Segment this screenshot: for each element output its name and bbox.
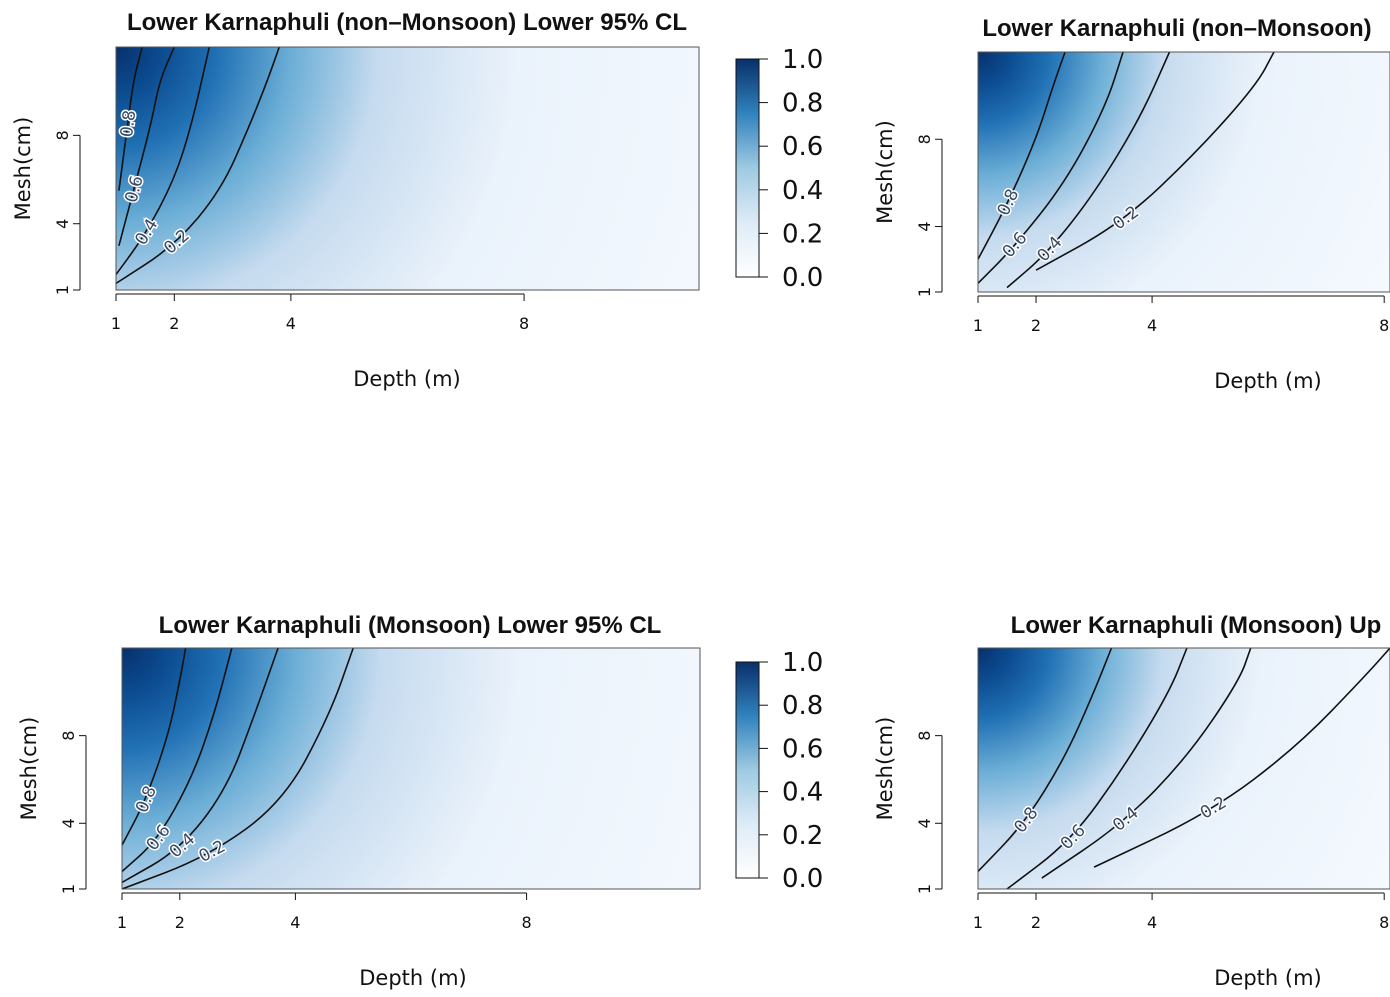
colorbar-label: 0.2 (782, 821, 823, 851)
plot-frame (977, 647, 1390, 890)
contour-line-0.4 (121, 647, 279, 884)
contour-line-0.6 (118, 46, 176, 247)
x-tick-label: 1 (117, 913, 127, 932)
x-tick-label: 8 (1379, 316, 1389, 335)
x-axis-title: Depth (m) (359, 966, 466, 990)
x-axis-title: Depth (m) (1214, 966, 1321, 990)
colorbar: 1.0 0.8 0.6 0.4 0.2 0.0 (735, 648, 823, 894)
x-tick-label: 8 (522, 913, 532, 932)
x-tick-label: 2 (1031, 316, 1041, 335)
colorbar-gradient (735, 58, 760, 278)
y-axis-title: Mesh(cm) (873, 120, 897, 224)
contour-line-0.6 (977, 51, 1124, 284)
x-tick-label: 1 (111, 314, 121, 333)
contour-line-0.6 (1006, 647, 1188, 890)
colorbar-label: 1.0 (782, 648, 823, 678)
plot-frame (121, 647, 701, 890)
contour-line-0.4 (1006, 51, 1171, 289)
colorbar-label: 0.6 (782, 734, 823, 764)
contour-line-0.2 (1093, 647, 1390, 868)
y-tick-label: 8 (53, 130, 72, 140)
contour-line-0.8 (977, 51, 1066, 260)
y-tick-label: 4 (59, 818, 78, 828)
contour-line-0.8 (118, 46, 144, 191)
contour-line-0.2 (115, 46, 280, 285)
x-tick-label: 4 (286, 314, 296, 333)
contour-label: 0.8 (117, 109, 140, 138)
heatmap-fill (122, 648, 700, 889)
contour-line-0.6 (121, 647, 233, 873)
x-tick-label: 1 (973, 316, 983, 335)
colorbar-gradient (735, 661, 760, 879)
chart-title: Lower Karnaphuli (Monsoon) Up (1011, 612, 1382, 639)
colorbar: 1.0 0.8 0.6 0.4 0.2 0.0 (735, 45, 823, 293)
chart-panel-3: 0.8 0.6 0.4 0.2 1 2 4 8 Depth (m) 1 4 8 Mesh(cm) Lowe… (17, 612, 823, 990)
y-tick-label: 1 (59, 884, 78, 894)
x-tick-label: 2 (175, 913, 185, 932)
colorbar-label: 0.6 (782, 132, 823, 162)
x-tick-label: 4 (1147, 913, 1157, 932)
x-tick-label: 8 (519, 314, 529, 333)
y-tick-label: 1 (915, 287, 934, 297)
chart-title: Lower Karnaphuli (non–Monsoon) (982, 15, 1371, 42)
plot-frame (115, 46, 700, 291)
contour-line-0.2 (1035, 51, 1275, 271)
y-tick-label: 4 (53, 219, 72, 229)
chart-title: Lower Karnaphuli (non–Monsoon) Lower 95%… (127, 9, 687, 36)
x-tick-label: 1 (973, 913, 983, 932)
x-tick-label: 4 (290, 913, 300, 932)
colorbar-label: 0.8 (782, 691, 823, 721)
colorbar-label: 0.4 (782, 778, 823, 808)
y-tick-label: 8 (59, 731, 78, 741)
colorbar-label: 1.0 (782, 45, 823, 75)
x-tick-label: 2 (169, 314, 179, 333)
contour-line-0.8 (121, 647, 187, 846)
contour-line-0.4 (1041, 647, 1252, 879)
colorbar-label: 0.2 (782, 219, 823, 249)
x-tick-label: 4 (1147, 316, 1157, 335)
y-tick-label: 4 (915, 221, 934, 231)
heatmap-fill (116, 47, 699, 290)
y-tick-label: 8 (915, 731, 934, 741)
colorbar-label: 0.0 (782, 263, 823, 293)
x-axis-title: Depth (m) (1214, 369, 1321, 393)
contour-line-0.4 (115, 46, 211, 276)
y-tick-label: 1 (53, 285, 72, 295)
x-tick-label: 2 (1031, 913, 1041, 932)
x-axis-title: Depth (m) (353, 367, 460, 391)
x-tick-label: 8 (1379, 913, 1389, 932)
y-axis-title: Mesh(cm) (17, 717, 41, 821)
y-axis-title: Mesh(cm) (11, 117, 35, 221)
y-tick-label: 4 (915, 818, 934, 828)
plot-frame (977, 51, 1390, 293)
chart-title: Lower Karnaphuli (Monsoon) Lower 95% CL (159, 612, 662, 639)
y-tick-label: 1 (915, 884, 934, 894)
colorbar-label: 0.8 (782, 89, 823, 119)
colorbar-label: 0.0 (782, 864, 823, 894)
contour-line-0.8 (977, 647, 1113, 873)
y-tick-label: 8 (915, 134, 934, 144)
colorbar-label: 0.4 (782, 176, 823, 206)
chart-panel-1: 0.8 0.6 0.4 0.2 1 2 4 8 Depth (m) 1 4 8 Mesh(cm) Lowe… (11, 9, 823, 391)
contour-line-0.2 (121, 647, 354, 890)
heatmap-fill (978, 648, 1390, 889)
y-axis-title: Mesh(cm) (873, 717, 897, 821)
